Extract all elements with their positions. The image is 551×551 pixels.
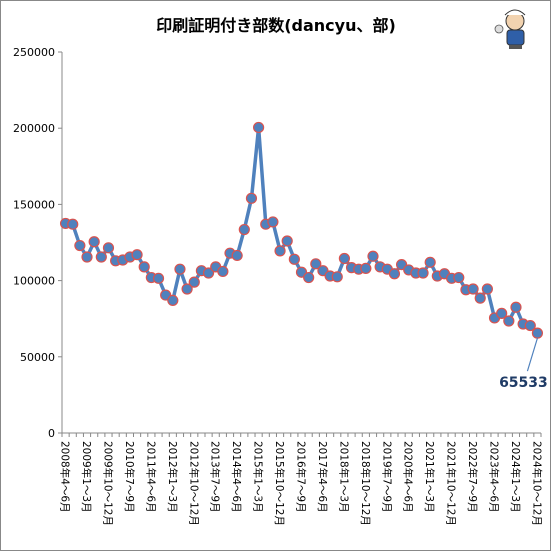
y-tick-label: 250000 <box>13 46 55 59</box>
x-tick-label: 2014年4〜6月 <box>230 441 243 513</box>
x-tick-label: 2018年1〜3月 <box>337 441 350 513</box>
x-tick-label: 2008年4〜6月 <box>59 441 72 513</box>
data-point <box>131 249 143 261</box>
x-tick-label: 2017年4〜6月 <box>316 441 329 513</box>
data-point <box>217 265 229 278</box>
data-point <box>274 245 286 257</box>
data-point <box>331 271 343 283</box>
callout-label: 65533 <box>499 375 548 391</box>
x-tick-label: 2020年4〜6月 <box>402 441 415 513</box>
data-point <box>288 253 300 265</box>
data-point <box>174 263 186 275</box>
data-point <box>267 216 279 228</box>
data-point <box>503 315 515 327</box>
x-tick-label: 2011年4〜6月 <box>144 441 157 513</box>
data-point <box>510 301 522 313</box>
data-point <box>81 251 93 263</box>
data-point <box>303 271 315 284</box>
mascot-icon <box>494 9 526 49</box>
data-point <box>424 256 436 268</box>
data-point <box>360 262 372 275</box>
data-point <box>367 250 379 262</box>
data-point <box>95 251 107 263</box>
y-tick-label: 100000 <box>13 275 55 288</box>
data-point <box>310 258 322 270</box>
data-point <box>281 235 293 247</box>
x-tick-label: 2013年7〜9月 <box>209 441 222 513</box>
callout-layer: 65533 <box>499 337 548 391</box>
data-point <box>188 276 200 288</box>
x-tick-label: 2009年1〜3月 <box>80 441 93 513</box>
x-tick-label: 2009年10〜12月 <box>101 441 114 526</box>
y-tick-label: 0 <box>48 427 55 440</box>
data-point <box>67 218 79 230</box>
data-point <box>417 267 429 279</box>
x-tick-label: 2010年7〜9月 <box>123 441 136 513</box>
series-layer <box>59 121 544 339</box>
data-point <box>202 267 215 279</box>
y-axis: 0 50000 100000 150000 200000 250000 <box>13 46 63 440</box>
data-point <box>481 283 493 295</box>
data-point <box>453 271 465 284</box>
x-tick-label: 2018年10〜12月 <box>359 441 372 526</box>
y-tick-label: 150000 <box>13 198 55 211</box>
data-point <box>231 249 243 262</box>
data-point <box>467 283 479 295</box>
x-tick-label: 2021年1〜3月 <box>423 441 436 513</box>
data-point <box>524 319 536 332</box>
x-tick-label: 2021年10〜12月 <box>445 441 458 526</box>
data-point <box>138 261 150 273</box>
x-tick-label: 2024年1〜3月 <box>509 441 522 513</box>
data-point <box>167 294 179 307</box>
x-tick-label: 2023年4〜6月 <box>488 441 501 513</box>
x-tick-label: 2016年7〜9月 <box>295 441 308 513</box>
x-tick-label: 2022年7〜9月 <box>466 441 479 513</box>
y-tick-label: 50000 <box>20 351 55 364</box>
data-point <box>181 283 193 295</box>
x-tick-label: 2015年10〜12月 <box>273 441 286 526</box>
data-point <box>152 272 165 284</box>
x-axis: 2008年4〜6月 2009年1〜3月 2009年10〜12月 2010年7〜9月 20… <box>59 432 543 526</box>
series-line <box>65 125 539 335</box>
data-point <box>88 236 100 248</box>
data-point <box>474 292 486 304</box>
data-point <box>531 327 544 339</box>
x-tick-label: 2012年10〜12月 <box>187 441 200 526</box>
x-tick-label: 2024年10〜12月 <box>530 441 543 526</box>
chart-title: 印刷証明付き部数(dancyu、部) <box>156 16 396 35</box>
y-tick-label: 200000 <box>13 122 55 135</box>
data-point <box>253 121 265 134</box>
x-tick-label: 2012年1〜3月 <box>166 441 179 513</box>
data-point <box>245 192 258 204</box>
data-point <box>496 307 508 319</box>
data-point <box>74 239 86 252</box>
x-tick-label: 2015年1〜3月 <box>252 441 265 513</box>
callout-leader <box>526 337 538 372</box>
data-point <box>338 252 350 265</box>
x-tick-label: 2019年7〜9月 <box>380 441 393 513</box>
data-point <box>238 223 250 236</box>
data-point <box>388 268 401 280</box>
data-point <box>102 242 115 254</box>
